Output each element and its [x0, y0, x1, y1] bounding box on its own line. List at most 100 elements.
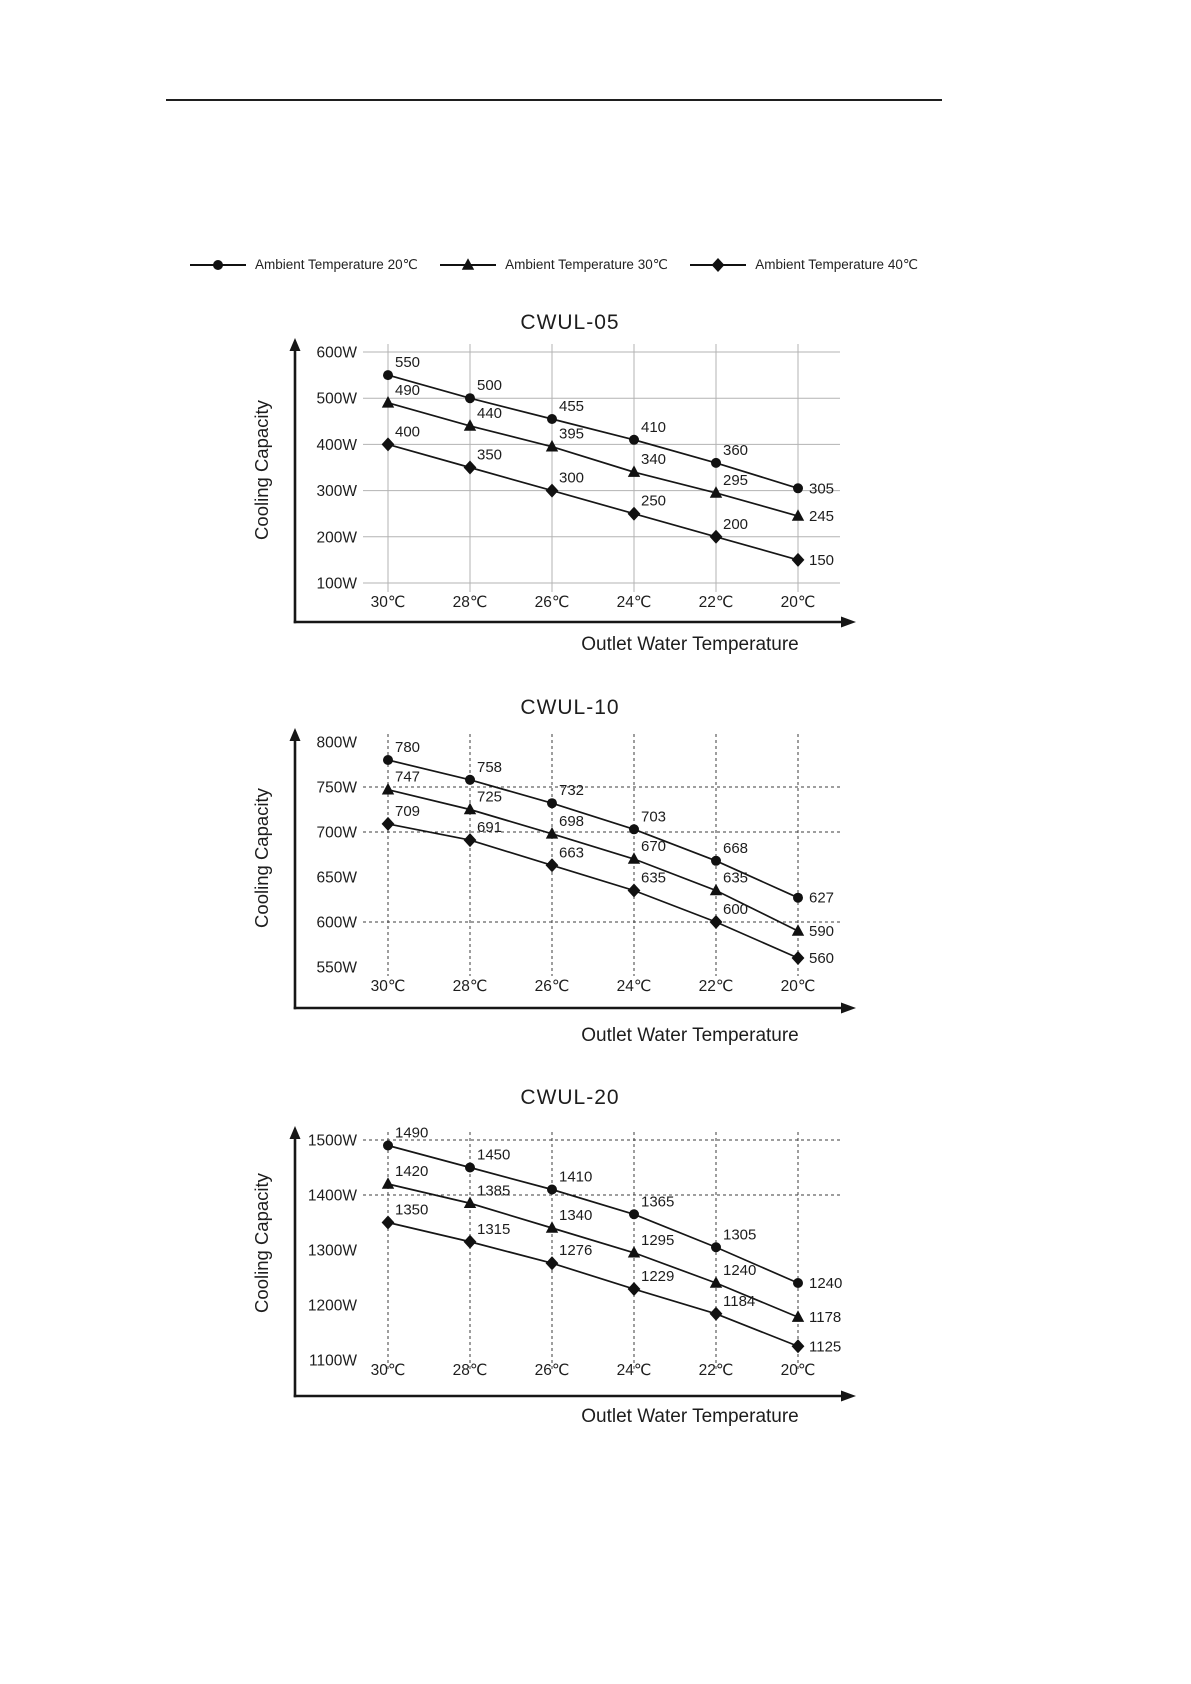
x-axis-arrow-icon	[841, 616, 856, 628]
point-label: 1305	[723, 1226, 756, 1243]
circle-marker-icon	[793, 892, 803, 903]
triangle-marker-icon	[627, 465, 641, 477]
gridlines	[363, 344, 840, 592]
point-label: 590	[809, 923, 834, 940]
triangle-marker-icon	[709, 1276, 723, 1288]
diamond-marker-icon	[545, 858, 559, 873]
x-axis-label-cwul-10: Outlet Water Temperature	[581, 1025, 799, 1046]
legend-marker	[190, 260, 246, 270]
point-label: 1340	[559, 1207, 592, 1224]
axes	[289, 728, 856, 1014]
triangle-marker-icon	[463, 1196, 477, 1209]
y-tick-label: 1200W	[308, 1298, 357, 1315]
x-tick-label: 20℃	[781, 1362, 816, 1379]
point-label: 670	[641, 838, 666, 855]
triangle-marker-icon	[791, 509, 805, 521]
diamond-marker-icon	[709, 529, 723, 544]
point-label: 627	[809, 890, 834, 907]
point-label: 455	[559, 398, 584, 415]
x-tick-label: 24℃	[617, 594, 652, 611]
point-label: 395	[559, 426, 584, 443]
circle-marker-icon	[629, 434, 639, 445]
axes	[289, 1126, 856, 1402]
point-label: 1385	[477, 1182, 510, 1199]
diamond-marker-icon	[791, 951, 805, 965]
series-triangle: 747 725 698 670 635 590	[381, 769, 834, 940]
series-circle: 1490 1450 1410 1365 1305 1240	[383, 1125, 842, 1292]
point-label: 709	[395, 803, 420, 820]
gridlines	[363, 734, 840, 976]
point-label: 150	[809, 552, 834, 569]
circle-marker-icon	[383, 370, 393, 381]
x-tick-label: 30℃	[371, 594, 406, 611]
point-label: 747	[395, 769, 420, 786]
x-axis-label-cwul-20: Outlet Water Temperature	[581, 1406, 799, 1427]
triangle-marker-icon	[381, 396, 395, 408]
y-tick-label: 1300W	[308, 1243, 357, 1260]
x-axis-label-cwul-05: Outlet Water Temperature	[581, 634, 799, 655]
x-tick-label: 20℃	[781, 978, 816, 995]
x-tick-label: 30℃	[371, 1362, 406, 1379]
legend-item: Ambient Temperature 40℃	[690, 257, 918, 273]
chart-canvas-cwul-20: 1500W 1400W 1300W 1200W 1100W 30℃ 28℃ 26℃ 24℃ 22℃…	[289, 1125, 856, 1402]
point-label: 780	[395, 739, 420, 756]
y-axis-arrow-icon	[289, 338, 301, 351]
chart-title-cwul-05: CWUL-05	[520, 311, 620, 334]
diamond-marker-icon	[711, 258, 725, 272]
diamond-marker-icon	[381, 816, 395, 831]
diamond-marker-icon	[709, 1306, 723, 1321]
series-diamond: 1350 1315 1276 1229 1184 1125	[381, 1202, 841, 1355]
point-label: 350	[477, 447, 502, 464]
point-label: 1410	[559, 1169, 592, 1186]
point-label: 1229	[641, 1268, 674, 1285]
gridlines	[363, 1132, 840, 1369]
y-tick-label: 100W	[317, 576, 358, 593]
point-label: 500	[477, 377, 502, 394]
triangle-marker-icon	[545, 439, 559, 452]
diamond-marker-icon	[545, 1256, 559, 1271]
circle-marker-icon	[465, 774, 475, 785]
circle-marker-icon	[793, 1278, 803, 1288]
circle-marker-icon	[711, 1242, 721, 1253]
triangle-marker-icon	[463, 419, 477, 431]
x-tick-label: 20℃	[781, 594, 816, 611]
x-tick-label: 26℃	[535, 1362, 570, 1379]
circle-marker-icon	[629, 824, 639, 835]
chart-canvas-cwul-10: 800W 750W 700W 650W 600W 550W 30℃ 28℃ 26℃ 24℃ 22℃ 2…	[289, 728, 856, 1014]
chart-title-cwul-10: CWUL-10	[520, 696, 620, 719]
diamond-marker-icon	[381, 1215, 395, 1230]
legend-marker	[690, 258, 747, 272]
series-circle: 780 758 732 703 668 627	[383, 739, 834, 907]
diamond-marker-icon	[463, 1234, 477, 1249]
x-axis-arrow-icon	[841, 1002, 856, 1014]
triangle-marker-icon	[381, 1177, 395, 1189]
y-axis-arrow-icon	[289, 728, 301, 741]
point-label: 1240	[723, 1262, 756, 1279]
point-label: 1365	[641, 1193, 674, 1210]
diamond-marker-icon	[545, 483, 559, 498]
diamond-marker-icon	[627, 883, 641, 898]
legend-item: Ambient Temperature 20℃	[190, 257, 418, 273]
legend-label: Ambient Temperature 20℃	[255, 257, 418, 272]
point-label: 663	[559, 844, 584, 861]
y-tick-label: 400W	[317, 437, 358, 454]
legend-marker	[440, 258, 497, 270]
y-tick-label: 800W	[317, 735, 358, 752]
point-label: 440	[477, 405, 502, 422]
point-label: 300	[559, 470, 584, 487]
chart-title-cwul-20: CWUL-20	[520, 1086, 620, 1109]
point-label: 1420	[395, 1163, 428, 1180]
diamond-marker-icon	[709, 915, 723, 929]
diamond-marker-icon	[791, 552, 805, 567]
point-label: 600	[723, 901, 748, 918]
point-label: 1240	[809, 1275, 842, 1292]
point-label: 410	[641, 419, 666, 436]
y-tick-label: 300W	[317, 483, 358, 500]
y-tick-label: 200W	[317, 529, 358, 546]
diamond-marker-icon	[627, 1282, 641, 1297]
point-label: 1184	[723, 1293, 755, 1310]
legend-item: Ambient Temperature 30℃	[440, 257, 668, 273]
circle-marker-icon	[465, 1162, 475, 1173]
legend-label: Ambient Temperature 40℃	[755, 257, 918, 272]
